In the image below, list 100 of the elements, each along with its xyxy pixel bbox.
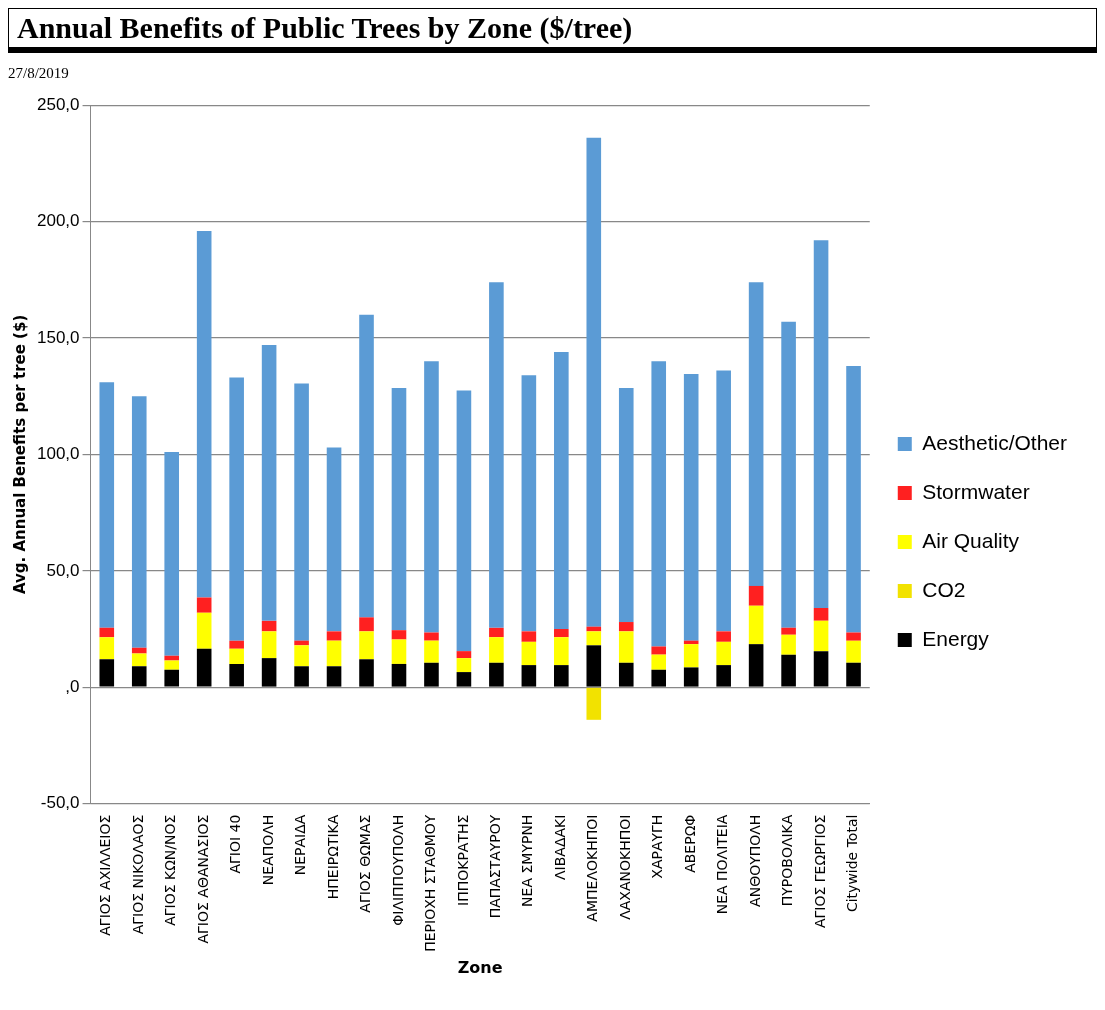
bar (618, 388, 634, 623)
bar (554, 629, 569, 638)
bar (716, 665, 731, 687)
bar (651, 646, 667, 655)
y-tick-label: -50,0 (40, 793, 80, 813)
bar (326, 447, 342, 632)
bar (99, 659, 115, 687)
bar (554, 665, 569, 687)
x-tick-label: ΝΕΑΠΟΛΗ (259, 814, 276, 886)
bar (131, 653, 147, 667)
x-tick-label: ΑΓΙΟΣ ΚΩΝ/ΝΟΣ (162, 814, 179, 926)
bar (716, 631, 731, 642)
bar (554, 351, 569, 630)
x-tick-label: ΑΓΙΟΣ ΘΩΜΑΣ (357, 814, 374, 913)
bar (131, 396, 147, 648)
legend-label: CO2 (922, 577, 966, 601)
bar (424, 662, 439, 687)
x-tick-label: ΑΜΠΕΛΟΚΗΠΟΙ (584, 814, 601, 922)
bar (846, 662, 861, 687)
bar (229, 377, 244, 641)
x-axis-title: Zone (457, 957, 503, 977)
x-tick-label: ΗΠΕΙΡΩΤΙΚΑ (324, 814, 341, 900)
bar (456, 651, 472, 659)
bar (229, 663, 244, 687)
x-tick-label: ΑΝΘΟΥΠΟΛΗ (746, 814, 763, 907)
bar (748, 605, 764, 645)
bar (99, 637, 115, 660)
legend-label: Energy (922, 626, 990, 650)
x-tick-label: ΑΓΙΟΣ ΓΕΩΡΓΙΟΣ (811, 814, 828, 929)
bar (391, 639, 407, 664)
bar (813, 620, 829, 652)
x-tick-label: ΙΠΠΟΚΡΑΤΗΣ (454, 814, 471, 906)
x-tick-label: ΠΕΡΙΟΧΗ ΣΤΑΘΜΟΥ (422, 814, 439, 952)
bar (781, 627, 796, 635)
legend-label: Aesthetic/Other (922, 430, 1068, 454)
bar (683, 374, 699, 641)
x-tick-label: ΑΓΙΟΣ ΑΘΑΝΑΣΙΟΣ (194, 814, 211, 944)
bar (489, 662, 504, 687)
x-tick-label: ΝΕΑ ΠΟΛΙΤΕΙΑ (714, 814, 731, 915)
bar (489, 627, 504, 638)
legend-label: Air Quality (922, 528, 1020, 552)
bar (164, 669, 180, 687)
bar (261, 631, 277, 659)
bar (359, 659, 374, 687)
bar (326, 640, 342, 667)
bar (489, 637, 504, 663)
x-tick-label: ΑΓΙΟΙ 40 (227, 814, 244, 874)
bar (359, 617, 374, 632)
bar (164, 660, 180, 670)
bar (813, 651, 829, 687)
bar (846, 632, 861, 641)
x-tick-label: ΦΙΛΙΠΠΟΥΠΟΛΗ (389, 814, 406, 926)
legend-label: Stormwater (922, 479, 1030, 503)
bar (164, 452, 180, 656)
bar (716, 641, 731, 666)
bar (651, 654, 667, 670)
bar (424, 632, 439, 641)
bar (391, 630, 407, 640)
x-tick-label: ΠΥΡΟΒΟΛΙΚΑ (779, 814, 796, 907)
bar (781, 634, 796, 655)
bar (716, 370, 731, 632)
x-tick-label: Citywide Total (844, 814, 861, 913)
bar (618, 631, 634, 663)
bar (521, 665, 537, 687)
x-tick-label: ΛΙΒΑΔΑΚΙ (551, 814, 568, 880)
x-tick-label: ΠΑΠΑΣΤΑΥΡΟΥ (487, 814, 504, 919)
bar (813, 608, 829, 621)
bar (294, 666, 309, 687)
bar (651, 669, 667, 687)
bar (196, 648, 212, 687)
bar (586, 631, 602, 646)
bar (294, 645, 309, 667)
x-tick-label: ΝΕΡΑΙΔΑ (292, 814, 309, 876)
bar (586, 645, 602, 687)
y-tick-label: 50,0 (46, 560, 80, 580)
bar (846, 640, 861, 663)
bar (521, 375, 537, 632)
bar (456, 390, 472, 652)
bar (748, 282, 764, 586)
bar (196, 230, 212, 598)
x-tick-label: ΛΑΧΑΝΟΚΗΠΟΙ (616, 814, 633, 920)
bar (131, 666, 147, 687)
bar (196, 612, 212, 649)
bar (586, 687, 602, 720)
y-axis-title: Avg. Annual Benefits per tree ($) (10, 314, 29, 595)
bar (99, 382, 115, 628)
y-tick-label: 150,0 (36, 327, 80, 347)
bar (618, 622, 634, 632)
bar (683, 644, 699, 668)
x-tick-label: ΑΓΙΟΣ ΝΙΚΟΛΑΟΣ (129, 814, 146, 935)
x-tick-label: ΑΓΙΟΣ ΑΧΙΛΛΕΙΟΣ (97, 814, 114, 936)
x-tick-label: ΝΕΑ ΣΜΥΡΝΗ (519, 814, 536, 907)
bar (261, 344, 277, 621)
bar (554, 637, 569, 666)
bar (99, 627, 115, 638)
bar (521, 631, 537, 642)
bar (196, 597, 212, 613)
bar (586, 137, 602, 627)
y-tick-label: 250,0 (36, 94, 80, 114)
x-tick-label: ΧΑΡΑΥΓΗ (649, 814, 666, 879)
